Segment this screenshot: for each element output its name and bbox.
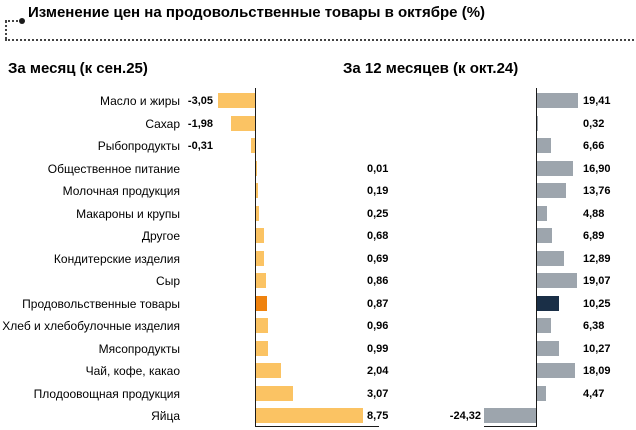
category-label: Сыр	[156, 274, 180, 288]
month-bar	[217, 93, 255, 108]
year-bar	[537, 183, 567, 198]
year-bar	[537, 205, 548, 221]
month-bar	[256, 205, 260, 221]
year-value: 10,25	[583, 297, 611, 310]
month-value: 3,07	[367, 387, 389, 400]
category-label: Макароны и крупы	[76, 206, 180, 221]
year-value: 19,07	[583, 275, 611, 287]
month-bar	[256, 363, 281, 378]
month-value: -1,98	[187, 117, 213, 130]
year-bar	[537, 363, 576, 378]
year-value: -24,32	[449, 410, 481, 422]
category-label: Масло и жиры	[99, 94, 180, 108]
month-value: 0,19	[367, 185, 389, 197]
month-value: 0,25	[367, 207, 389, 220]
category-label: Кондитерские изделия	[53, 251, 180, 266]
left-panel-header: За месяц (к сен.25)	[8, 60, 148, 77]
category-label: Молочная продукция	[62, 184, 180, 198]
year-bar	[537, 138, 552, 153]
category-label: Рыбопродукты	[97, 139, 180, 153]
left-chart-axis	[255, 88, 256, 427]
year-value: 16,90	[583, 162, 611, 175]
month-bar	[251, 138, 255, 153]
year-value: 19,41	[583, 95, 611, 107]
month-value: 0,69	[367, 252, 389, 265]
dotted-border-bottom	[5, 39, 634, 41]
month-value: 0,96	[367, 320, 389, 332]
category-label: Общественное питание	[47, 161, 180, 176]
month-value: 8,75	[367, 410, 389, 422]
month-value: 0,01	[367, 162, 389, 175]
year-bar	[484, 408, 536, 423]
year-bar	[537, 273, 578, 288]
category-label: Мясопродукты	[98, 341, 180, 356]
month-value: 0,99	[367, 342, 389, 355]
year-value: 4,88	[583, 207, 605, 220]
title-bullet-icon	[19, 18, 25, 24]
year-bar	[537, 295, 559, 311]
category-label: Яйца	[151, 409, 180, 423]
year-bar	[537, 93, 579, 108]
month-value: 0,87	[367, 297, 389, 310]
year-bar	[537, 385, 547, 401]
category-label: Другое	[141, 229, 180, 243]
month-value: 0,68	[367, 230, 389, 242]
year-bar	[537, 115, 538, 131]
dotted-border-left	[5, 21, 7, 39]
month-value: -3,05	[187, 95, 213, 107]
year-value: 4,47	[583, 387, 605, 400]
category-label: Продовольственные товары	[22, 296, 180, 311]
year-value: 0,32	[583, 117, 605, 130]
year-bar	[537, 160, 573, 176]
month-bar	[256, 385, 294, 401]
category-label: Сахар	[145, 116, 180, 131]
month-bar	[230, 115, 255, 131]
left-chart-baseline	[255, 426, 379, 427]
chart-title: Изменение цен на продовольственные товар…	[28, 4, 486, 21]
year-bar	[537, 228, 552, 243]
month-bar	[256, 183, 259, 198]
month-bar	[256, 340, 269, 356]
category-label: Плодоовощная продукция	[33, 386, 180, 401]
right-chart-axis	[536, 88, 537, 427]
category-label: Чай, кофе, какао	[85, 364, 180, 378]
month-bar	[256, 228, 265, 243]
month-bar	[256, 295, 267, 311]
right-chart-baseline	[484, 426, 536, 427]
month-bar	[256, 408, 363, 423]
category-label: Хлеб и хлебобулочные изделия	[2, 319, 180, 333]
year-value: 18,09	[583, 365, 611, 377]
year-bar	[537, 250, 565, 266]
year-value: 10,27	[583, 342, 611, 355]
year-bar	[537, 318, 551, 333]
year-bar	[537, 340, 559, 356]
right-panel-header: За 12 месяцев (к окт.24)	[343, 60, 519, 77]
month-value: 0,86	[367, 275, 389, 287]
month-value: -0,31	[187, 140, 213, 152]
month-value: 2,04	[367, 365, 389, 377]
month-bar	[256, 250, 265, 266]
dotted-border-top	[5, 20, 18, 22]
year-value: 12,89	[583, 252, 611, 265]
year-value: 6,38	[583, 320, 605, 332]
year-value: 6,66	[583, 140, 605, 152]
month-bar	[256, 318, 268, 333]
year-value: 6,89	[583, 230, 605, 242]
month-bar	[256, 273, 267, 288]
year-value: 13,76	[583, 185, 611, 197]
